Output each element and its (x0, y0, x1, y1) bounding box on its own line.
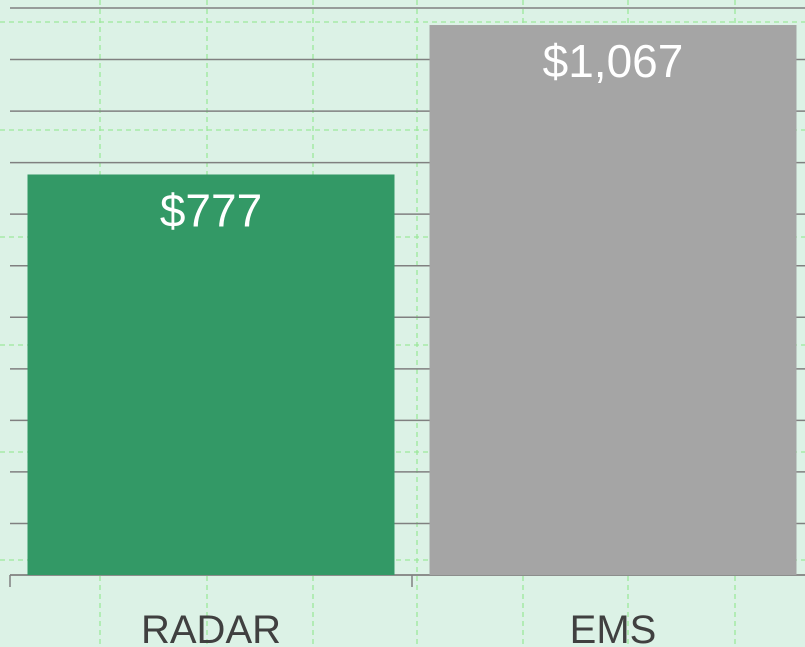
x-tick-label: RADAR (141, 608, 281, 647)
x-tick-label: EMS (570, 608, 657, 647)
value-label: $777 (160, 184, 262, 236)
bar (429, 25, 797, 575)
value-label: $1,067 (543, 35, 684, 87)
bar (27, 174, 395, 575)
